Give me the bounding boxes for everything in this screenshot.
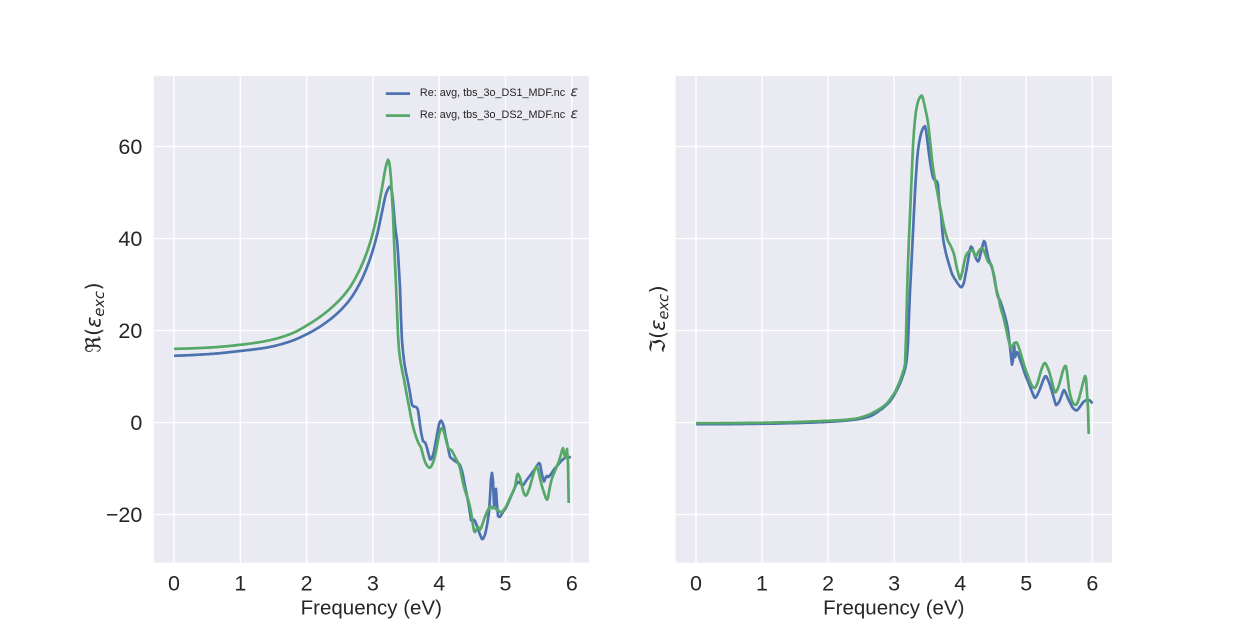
svg-text:6: 6	[566, 572, 578, 596]
svg-text:0: 0	[168, 572, 180, 596]
svg-text:0: 0	[690, 572, 702, 596]
svg-text:Frequency (eV): Frequency (eV)	[823, 597, 964, 620]
svg-text:60: 60	[118, 135, 142, 159]
svg-text:2: 2	[822, 572, 834, 596]
svg-text:4: 4	[954, 572, 966, 596]
svg-text:−20: −20	[106, 503, 143, 527]
svg-text:2: 2	[301, 572, 313, 596]
svg-text:Re: avg, tbs_3o_DS2_MDF.nc: Re: avg, tbs_3o_DS2_MDF.nc	[420, 109, 566, 121]
svg-text:0: 0	[130, 411, 142, 435]
svg-text:Frequency (eV): Frequency (eV)	[301, 597, 442, 620]
svg-text:3: 3	[367, 572, 379, 596]
svg-text:1: 1	[756, 572, 768, 596]
svg-text:5: 5	[1020, 572, 1032, 596]
svg-text:40: 40	[118, 227, 142, 251]
svg-text:1: 1	[234, 572, 246, 596]
svg-text:5: 5	[500, 572, 512, 596]
svg-text:4: 4	[433, 572, 445, 596]
svg-text:20: 20	[118, 319, 142, 343]
svg-text:Re: avg, tbs_3o_DS1_MDF.nc: Re: avg, tbs_3o_DS1_MDF.nc	[420, 87, 566, 99]
svg-text:6: 6	[1086, 572, 1098, 596]
svg-text:3: 3	[888, 572, 900, 596]
